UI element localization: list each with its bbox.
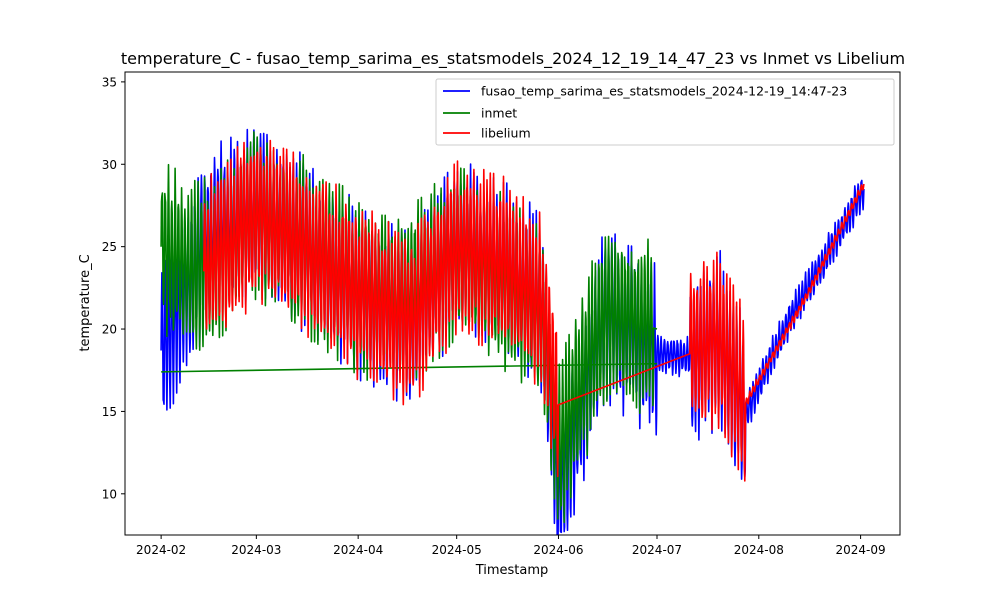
legend-label-libelium: libelium xyxy=(481,126,531,141)
chart-title: temperature_C - fusao_temp_sarima_es_sta… xyxy=(121,49,905,69)
y-tick-label: 35 xyxy=(102,75,117,89)
y-tick-label: 20 xyxy=(102,323,117,337)
x-tick-label: 2024-07 xyxy=(632,543,682,557)
y-tick-label: 30 xyxy=(102,158,117,172)
x-tick-label: 2024-04 xyxy=(333,543,383,557)
legend: fusao_temp_sarima_es_statsmodels_2024-12… xyxy=(435,78,895,146)
y-tick-label: 10 xyxy=(102,487,117,501)
series-layer xyxy=(160,128,865,535)
x-axis-label: Timestamp xyxy=(475,563,549,578)
y-tick-label: 15 xyxy=(102,405,117,419)
y-axis: 10 15 20 25 30 35 xyxy=(102,75,125,501)
plot-clip-group xyxy=(160,128,865,535)
legend-box xyxy=(435,78,895,146)
plot-frame xyxy=(124,71,901,536)
legend-label-inmet: inmet xyxy=(481,106,517,121)
x-tick-label: 2024-05 xyxy=(432,543,482,557)
legend-label-fusao: fusao_temp_sarima_es_statsmodels_2024-12… xyxy=(481,84,847,99)
series-line-libelium xyxy=(203,139,865,482)
y-tick-label: 25 xyxy=(102,240,117,254)
x-tick-label: 2024-02 xyxy=(136,543,186,557)
x-tick-label: 2024-06 xyxy=(533,543,583,557)
x-axis: 2024-02 2024-03 2024-04 2024-05 2024-06 2024-… xyxy=(136,535,886,557)
y-axis-label: temperature_C xyxy=(78,254,93,351)
x-tick-label: 2024-08 xyxy=(734,543,784,557)
x-tick-label: 2024-09 xyxy=(836,543,886,557)
x-tick-label: 2024-03 xyxy=(231,543,281,557)
